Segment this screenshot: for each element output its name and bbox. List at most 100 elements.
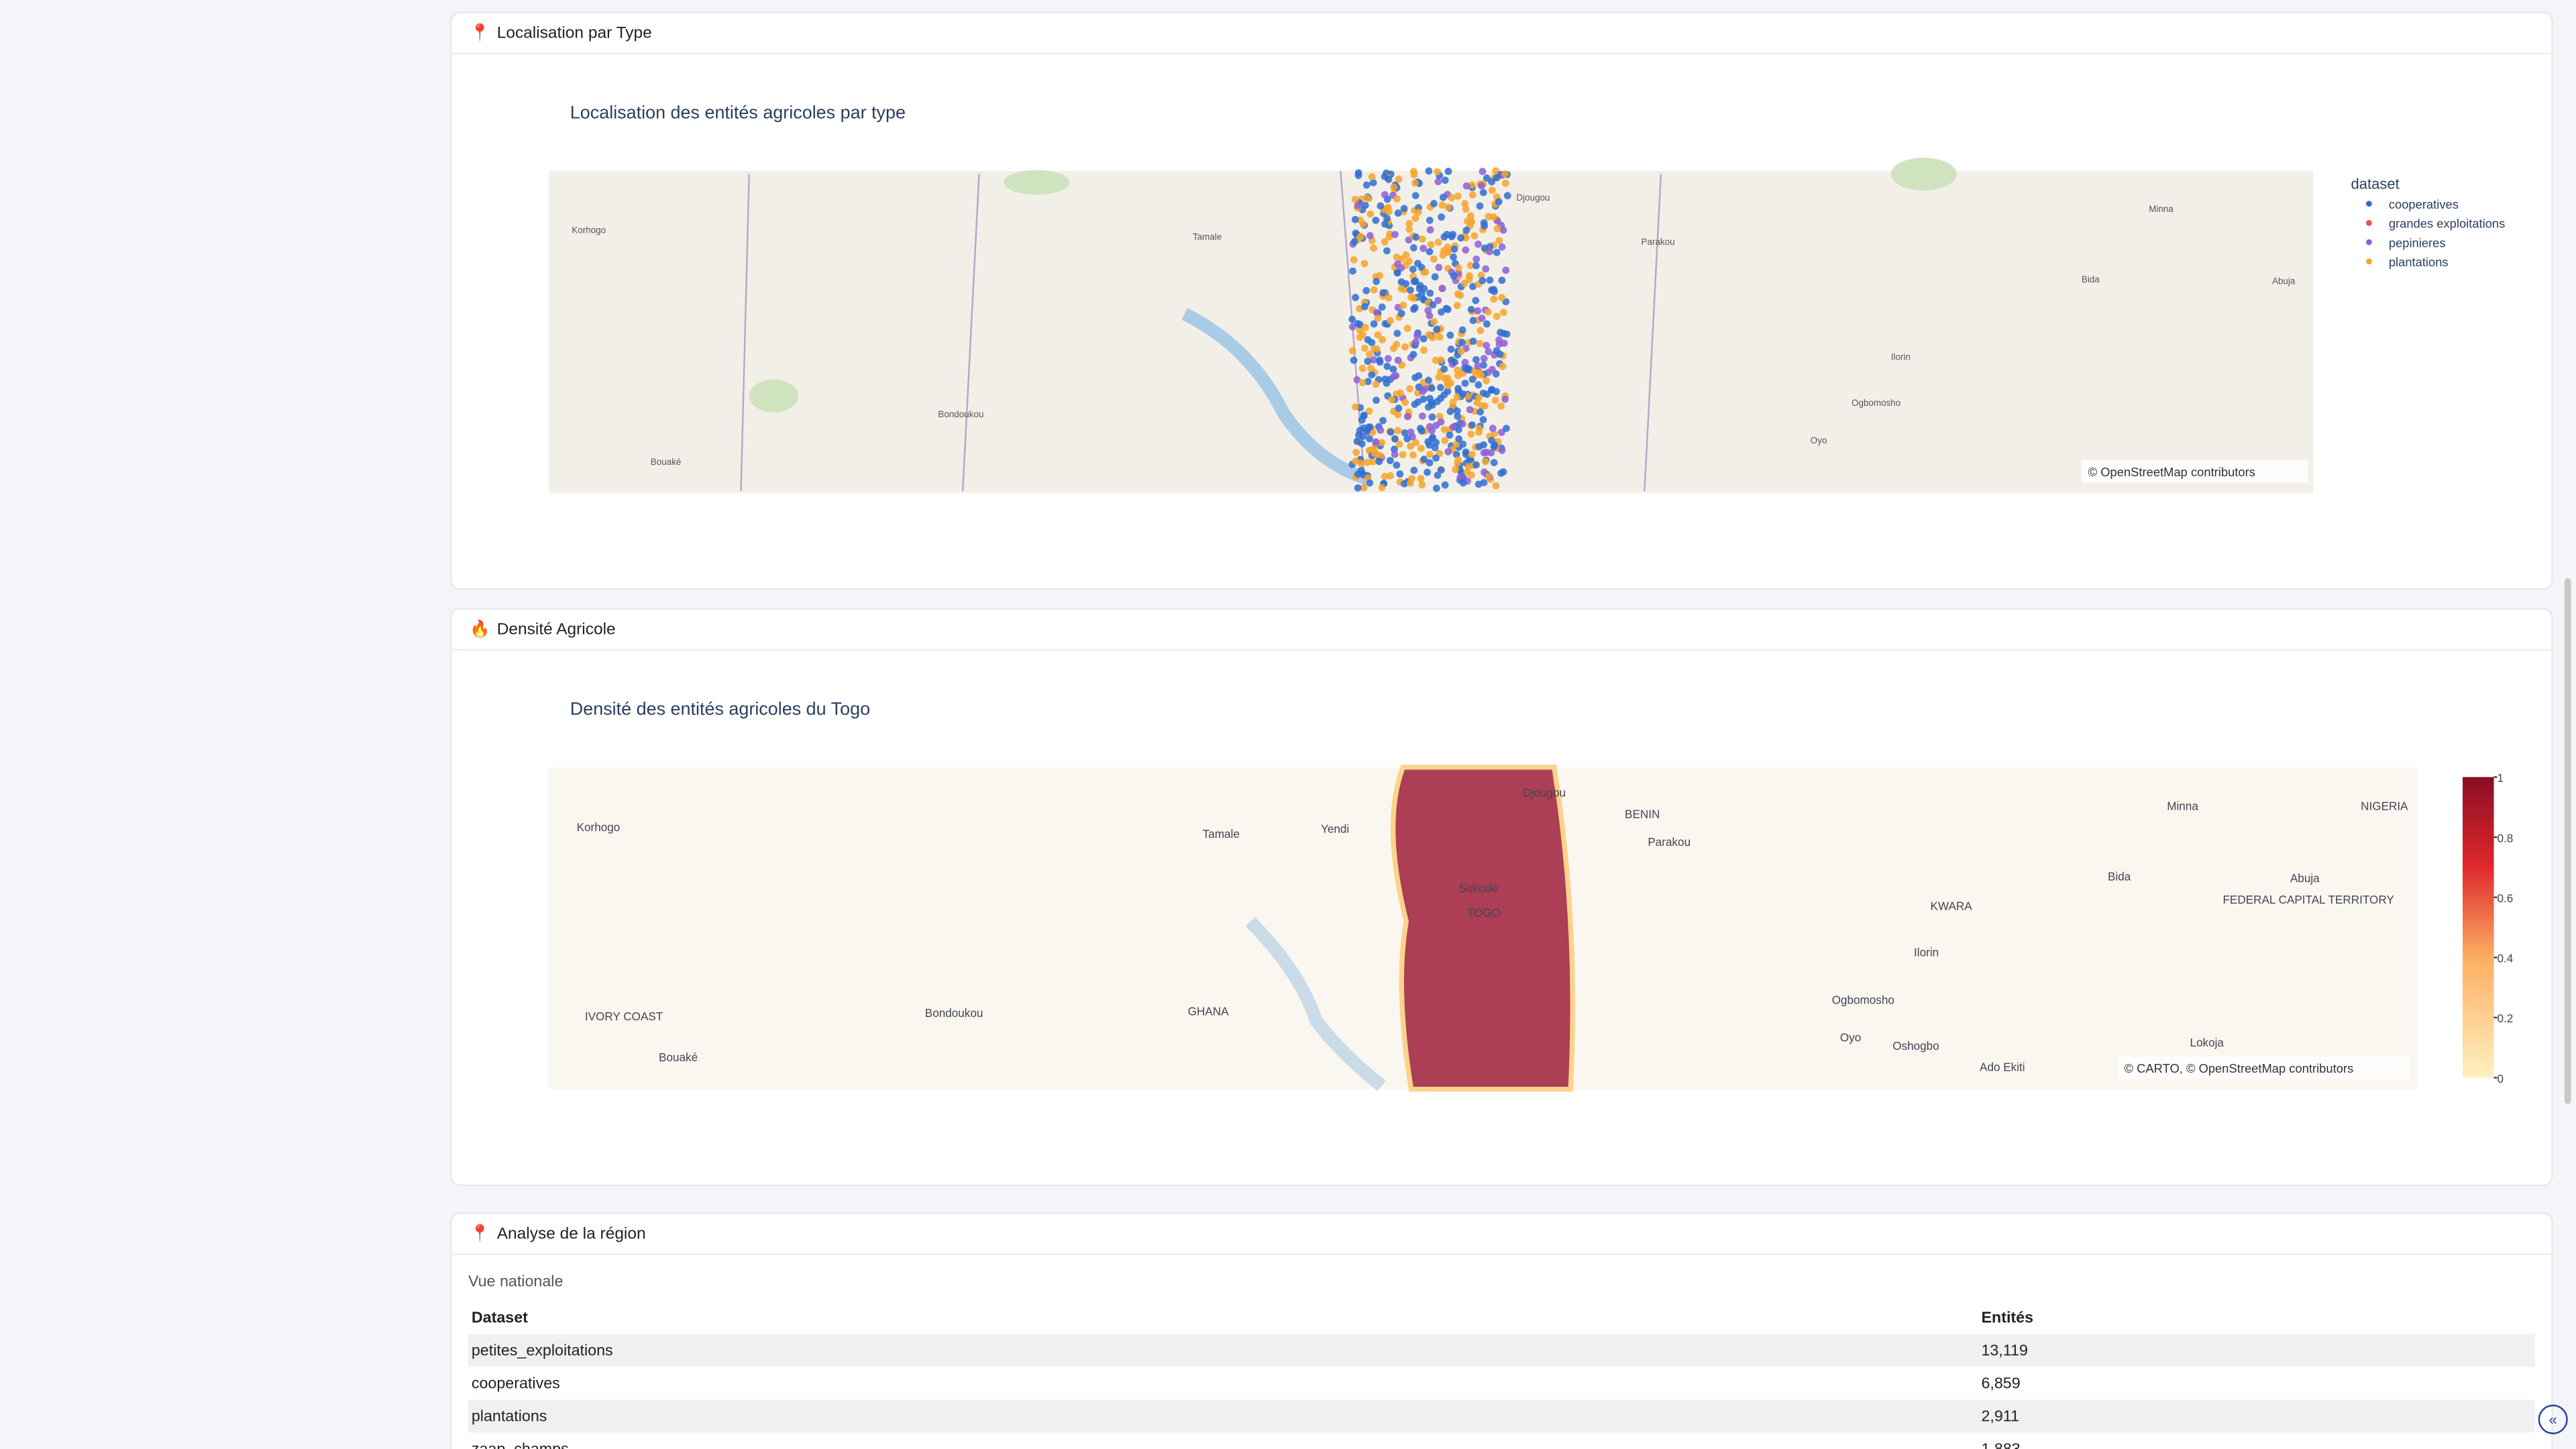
point (1479, 189, 1487, 197)
lake (1181, 307, 1368, 484)
point (1455, 435, 1463, 443)
cell: cooperatives (471, 1374, 560, 1393)
place-label: Minna (2149, 204, 2174, 214)
place-label: TOGO (1467, 906, 1501, 920)
point (1412, 338, 1419, 345)
point (1386, 457, 1394, 464)
point (1473, 398, 1481, 407)
point (1440, 365, 1448, 373)
point (1411, 277, 1419, 284)
point (1348, 347, 1356, 355)
point (1498, 243, 1506, 251)
point (1459, 479, 1467, 487)
point (1374, 331, 1382, 339)
point (1366, 350, 1373, 358)
point (1438, 284, 1446, 292)
point (1456, 474, 1464, 481)
place-label: Bida (2082, 274, 2100, 284)
point (1401, 343, 1409, 351)
point (1501, 170, 1509, 178)
point (1429, 433, 1436, 441)
row: petites_exploitations 13,119 (468, 1334, 2535, 1367)
point (1362, 286, 1371, 294)
point (1478, 315, 1486, 322)
point (1447, 345, 1455, 353)
point (1476, 202, 1484, 210)
place-label: Ogbomosho (1851, 398, 1900, 408)
point (1479, 416, 1487, 424)
place-label: Oyo (1840, 1031, 1861, 1044)
point (1424, 438, 1432, 446)
point (1441, 437, 1448, 445)
attribution-bg (2081, 460, 2308, 484)
place-label: FEDERAL CAPITAL TERRITORY (2222, 893, 2394, 906)
point (1452, 466, 1459, 474)
cell: 6,859 (1981, 1374, 2021, 1393)
point (1483, 377, 1491, 384)
point (1468, 451, 1476, 458)
point (1393, 341, 1401, 348)
point (1390, 373, 1397, 380)
point (1481, 402, 1489, 410)
place-label: Bida (2108, 870, 2131, 883)
point (1360, 411, 1368, 419)
point (1352, 403, 1359, 411)
point (1454, 372, 1462, 380)
point (1418, 481, 1426, 489)
point (1393, 195, 1401, 203)
point (1435, 264, 1443, 272)
point (1483, 341, 1491, 350)
point (1416, 282, 1424, 289)
point (1444, 243, 1452, 251)
point (1373, 396, 1380, 405)
point (1375, 458, 1383, 466)
point (1492, 482, 1500, 490)
point (1429, 301, 1437, 309)
point (1426, 217, 1434, 224)
point (1453, 393, 1461, 401)
point (1497, 429, 1505, 436)
icon: 🔥 (470, 620, 490, 639)
card-map2: 🔥 Densité Agricole Densité des entités ag… (450, 608, 2553, 1187)
point (1411, 192, 1419, 200)
park (749, 379, 799, 413)
legend-title: dataset (2351, 176, 2399, 193)
point (1360, 303, 1368, 311)
cell: 13,119 (1978, 1334, 2535, 1367)
point (1475, 425, 1483, 433)
point (1444, 203, 1452, 211)
point (1358, 364, 1366, 372)
point (1409, 244, 1417, 252)
point (1428, 427, 1436, 435)
park (1890, 158, 1957, 191)
row: cooperatives 6,859 (468, 1367, 2535, 1400)
point (1468, 181, 1476, 189)
point (1468, 376, 1477, 383)
point (1454, 456, 1462, 464)
point (1416, 425, 1424, 433)
point (1476, 339, 1484, 347)
point (1460, 279, 1468, 287)
border (740, 174, 750, 492)
place-label: Sokodé (1459, 881, 1498, 895)
collapse-button[interactable]: « (2538, 1404, 2568, 1434)
point (1483, 174, 1491, 182)
card-header: 🔥 Densité Agricole (451, 610, 2552, 651)
point (1414, 209, 1422, 216)
place-label: Minna (2167, 799, 2198, 812)
place-label: Abuja (2290, 871, 2320, 885)
point (1373, 345, 1381, 353)
point (1352, 457, 1360, 465)
point (1354, 470, 1362, 478)
header-row: Dataset Entités (468, 1301, 2535, 1334)
point (1372, 380, 1380, 388)
point (1469, 337, 1477, 345)
point (1477, 327, 1485, 335)
attribution: © OpenStreetMap contributors (2088, 465, 2255, 479)
point (1377, 202, 1385, 210)
point (1348, 315, 1356, 323)
point (1397, 278, 1405, 286)
place-label: Bouaké (651, 457, 682, 467)
colorbar-label: 0.8 (2497, 831, 2513, 845)
point (1454, 366, 1462, 374)
